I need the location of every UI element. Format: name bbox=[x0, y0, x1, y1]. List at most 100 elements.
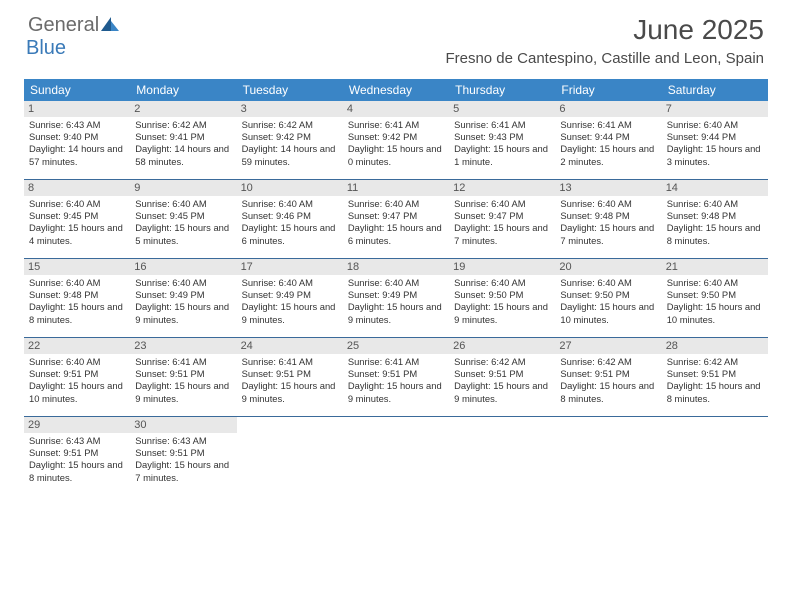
day-cell bbox=[662, 417, 768, 495]
day-number: 21 bbox=[662, 259, 768, 275]
day-cell bbox=[449, 417, 555, 495]
day-header: Sunday bbox=[24, 79, 130, 101]
day-header: Wednesday bbox=[343, 79, 449, 101]
header: General Blue June 2025 Fresno de Cantesp… bbox=[0, 0, 792, 73]
logo-sail-icon bbox=[101, 17, 119, 36]
day-detail: Sunrise: 6:42 AMSunset: 9:42 PMDaylight:… bbox=[241, 119, 339, 168]
day-cell: 9 Sunrise: 6:40 AMSunset: 9:45 PMDaylight… bbox=[130, 180, 236, 258]
day-cell: 30Sunrise: 6:43 AMSunset: 9:51 PMDayligh… bbox=[130, 417, 236, 495]
day-number: 18 bbox=[343, 259, 449, 275]
day-number: 5 bbox=[449, 101, 555, 117]
day-cell: 7 Sunrise: 6:40 AMSunset: 9:44 PMDaylight… bbox=[662, 101, 768, 179]
day-header: Saturday bbox=[662, 79, 768, 101]
day-detail: Sunrise: 6:43 AMSunset: 9:51 PMDaylight:… bbox=[28, 435, 126, 484]
day-detail: Sunrise: 6:40 AMSunset: 9:48 PMDaylight:… bbox=[666, 198, 764, 247]
title-block: June 2025 Fresno de Cantespino, Castille… bbox=[445, 14, 764, 67]
day-number: 16 bbox=[130, 259, 236, 275]
day-cell: 12 Sunrise: 6:40 AMSunset: 9:47 PMDayligh… bbox=[449, 180, 555, 258]
day-detail: Sunrise: 6:41 AMSunset: 9:51 PMDaylight:… bbox=[347, 356, 445, 405]
day-number: 24 bbox=[237, 338, 343, 354]
day-detail: Sunrise: 6:40 AMSunset: 9:50 PMDaylight:… bbox=[666, 277, 764, 326]
day-cell: 26 Sunrise: 6:42 AMSunset: 9:51 PMDayligh… bbox=[449, 338, 555, 416]
day-number: 15 bbox=[24, 259, 130, 275]
day-detail: Sunrise: 6:40 AMSunset: 9:49 PMDaylight:… bbox=[241, 277, 339, 326]
day-number: 10 bbox=[237, 180, 343, 196]
day-number: 7 bbox=[662, 101, 768, 117]
day-detail: Sunrise: 6:40 AMSunset: 9:47 PMDaylight:… bbox=[453, 198, 551, 247]
day-cell: 5 Sunrise: 6:41 AMSunset: 9:43 PMDaylight… bbox=[449, 101, 555, 179]
logo: General Blue bbox=[28, 14, 119, 60]
day-detail: Sunrise: 6:42 AMSunset: 9:41 PMDaylight:… bbox=[134, 119, 232, 168]
day-cell: 23 Sunrise: 6:41 AMSunset: 9:51 PMDayligh… bbox=[130, 338, 236, 416]
weeks-container: 1 Sunrise: 6:43 AMSunset: 9:40 PMDaylight… bbox=[24, 101, 768, 495]
day-cell: 1 Sunrise: 6:43 AMSunset: 9:40 PMDaylight… bbox=[24, 101, 130, 179]
day-number: 9 bbox=[130, 180, 236, 196]
week-row: 29 Sunrise: 6:43 AMSunset: 9:51 PMDayligh… bbox=[24, 417, 768, 495]
day-detail: Sunrise: 6:40 AMSunset: 9:49 PMDaylight:… bbox=[347, 277, 445, 326]
week-row: 22Sunrise: 6:40 AMSunset: 9:51 PMDayligh… bbox=[24, 338, 768, 417]
day-detail: Sunrise: 6:40 AMSunset: 9:50 PMDaylight:… bbox=[453, 277, 551, 326]
day-header: Tuesday bbox=[237, 79, 343, 101]
day-detail: Sunrise: 6:40 AMSunset: 9:50 PMDaylight:… bbox=[559, 277, 657, 326]
day-cell: 20 Sunrise: 6:40 AMSunset: 9:50 PMDayligh… bbox=[555, 259, 661, 337]
day-number: 3 bbox=[237, 101, 343, 117]
day-number: 25 bbox=[343, 338, 449, 354]
day-cell: 29 Sunrise: 6:43 AMSunset: 9:51 PMDayligh… bbox=[24, 417, 130, 495]
day-detail: Sunrise: 6:40 AMSunset: 9:49 PMDaylight:… bbox=[134, 277, 232, 326]
logo-text-blue: Blue bbox=[26, 37, 66, 59]
day-number: 22 bbox=[24, 338, 130, 354]
day-detail: Sunrise: 6:42 AMSunset: 9:51 PMDaylight:… bbox=[453, 356, 551, 405]
day-detail: Sunrise: 6:40 AMSunset: 9:44 PMDaylight:… bbox=[666, 119, 764, 168]
day-cell: 17Sunrise: 6:40 AMSunset: 9:49 PMDayligh… bbox=[237, 259, 343, 337]
day-number: 19 bbox=[449, 259, 555, 275]
logo-text-general: General bbox=[28, 14, 99, 36]
day-number: 27 bbox=[555, 338, 661, 354]
day-detail: Sunrise: 6:40 AMSunset: 9:48 PMDaylight:… bbox=[559, 198, 657, 247]
day-cell: 14 Sunrise: 6:40 AMSunset: 9:48 PMDayligh… bbox=[662, 180, 768, 258]
day-header-row: SundayMondayTuesdayWednesdayThursdayFrid… bbox=[24, 79, 768, 101]
day-cell: 16 Sunrise: 6:40 AMSunset: 9:49 PMDayligh… bbox=[130, 259, 236, 337]
day-cell: 25 Sunrise: 6:41 AMSunset: 9:51 PMDayligh… bbox=[343, 338, 449, 416]
day-number: 12 bbox=[449, 180, 555, 196]
day-cell: 6Sunrise: 6:41 AMSunset: 9:44 PMDaylight… bbox=[555, 101, 661, 179]
day-detail: Sunrise: 6:40 AMSunset: 9:45 PMDaylight:… bbox=[28, 198, 126, 247]
day-cell bbox=[343, 417, 449, 495]
day-detail: Sunrise: 6:41 AMSunset: 9:51 PMDaylight:… bbox=[134, 356, 232, 405]
week-row: 1 Sunrise: 6:43 AMSunset: 9:40 PMDaylight… bbox=[24, 101, 768, 180]
day-cell: 15 Sunrise: 6:40 AMSunset: 9:48 PMDayligh… bbox=[24, 259, 130, 337]
day-number: 23 bbox=[130, 338, 236, 354]
day-detail: Sunrise: 6:40 AMSunset: 9:45 PMDaylight:… bbox=[134, 198, 232, 247]
day-cell: 22Sunrise: 6:40 AMSunset: 9:51 PMDayligh… bbox=[24, 338, 130, 416]
day-cell: 21 Sunrise: 6:40 AMSunset: 9:50 PMDayligh… bbox=[662, 259, 768, 337]
day-number: 1 bbox=[24, 101, 130, 117]
day-cell bbox=[237, 417, 343, 495]
day-detail: Sunrise: 6:41 AMSunset: 9:51 PMDaylight:… bbox=[241, 356, 339, 405]
day-number: 28 bbox=[662, 338, 768, 354]
day-cell: 3 Sunrise: 6:42 AMSunset: 9:42 PMDaylight… bbox=[237, 101, 343, 179]
day-number: 20 bbox=[555, 259, 661, 275]
location-text: Fresno de Cantespino, Castille and Leon,… bbox=[445, 50, 764, 67]
day-cell: 19 Sunrise: 6:40 AMSunset: 9:50 PMDayligh… bbox=[449, 259, 555, 337]
day-number: 30 bbox=[130, 417, 236, 433]
day-number: 14 bbox=[662, 180, 768, 196]
day-header: Thursday bbox=[449, 79, 555, 101]
day-cell: 28 Sunrise: 6:42 AMSunset: 9:51 PMDayligh… bbox=[662, 338, 768, 416]
day-detail: Sunrise: 6:43 AMSunset: 9:40 PMDaylight:… bbox=[28, 119, 126, 168]
day-detail: Sunrise: 6:42 AMSunset: 9:51 PMDaylight:… bbox=[666, 356, 764, 405]
day-number: 2 bbox=[130, 101, 236, 117]
week-row: 8Sunrise: 6:40 AMSunset: 9:45 PMDaylight… bbox=[24, 180, 768, 259]
day-cell: 10Sunrise: 6:40 AMSunset: 9:46 PMDayligh… bbox=[237, 180, 343, 258]
day-cell: 8Sunrise: 6:40 AMSunset: 9:45 PMDaylight… bbox=[24, 180, 130, 258]
logo-text: General Blue bbox=[28, 14, 119, 60]
day-number: 4 bbox=[343, 101, 449, 117]
day-cell: 27Sunrise: 6:42 AMSunset: 9:51 PMDayligh… bbox=[555, 338, 661, 416]
day-detail: Sunrise: 6:41 AMSunset: 9:42 PMDaylight:… bbox=[347, 119, 445, 168]
day-cell: 4 Sunrise: 6:41 AMSunset: 9:42 PMDaylight… bbox=[343, 101, 449, 179]
day-detail: Sunrise: 6:41 AMSunset: 9:43 PMDaylight:… bbox=[453, 119, 551, 168]
day-number: 29 bbox=[24, 417, 130, 433]
day-detail: Sunrise: 6:40 AMSunset: 9:48 PMDaylight:… bbox=[28, 277, 126, 326]
day-cell: 24 Sunrise: 6:41 AMSunset: 9:51 PMDayligh… bbox=[237, 338, 343, 416]
month-title: June 2025 bbox=[445, 14, 764, 46]
day-number: 26 bbox=[449, 338, 555, 354]
day-cell: 18 Sunrise: 6:40 AMSunset: 9:49 PMDayligh… bbox=[343, 259, 449, 337]
